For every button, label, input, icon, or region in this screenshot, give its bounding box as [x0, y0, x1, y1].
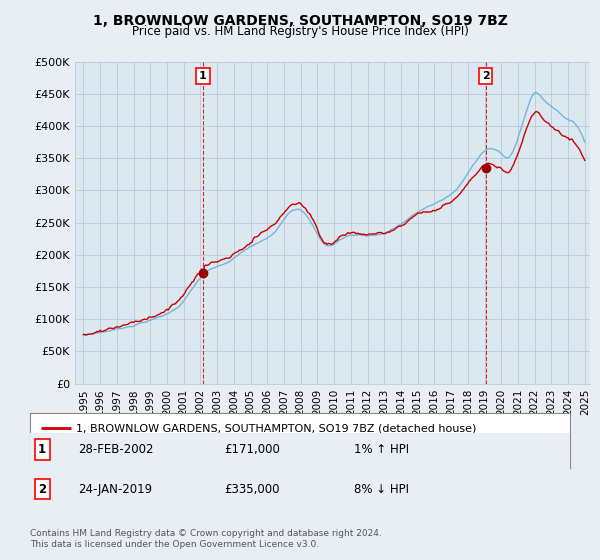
- Text: £335,000: £335,000: [224, 483, 280, 496]
- Text: 8% ↓ HPI: 8% ↓ HPI: [354, 483, 409, 496]
- Text: 28-FEB-2002: 28-FEB-2002: [79, 443, 154, 456]
- Text: 2: 2: [38, 483, 46, 496]
- Text: £171,000: £171,000: [224, 443, 280, 456]
- Text: 24-JAN-2019: 24-JAN-2019: [79, 483, 153, 496]
- Text: 1, BROWNLOW GARDENS, SOUTHAMPTON, SO19 7BZ: 1, BROWNLOW GARDENS, SOUTHAMPTON, SO19 7…: [92, 14, 508, 28]
- Text: 2: 2: [482, 71, 490, 81]
- Text: Price paid vs. HM Land Registry's House Price Index (HPI): Price paid vs. HM Land Registry's House …: [131, 25, 469, 38]
- Text: 1: 1: [199, 71, 207, 81]
- Text: 1: 1: [38, 443, 46, 456]
- Text: Contains HM Land Registry data © Crown copyright and database right 2024.
This d: Contains HM Land Registry data © Crown c…: [30, 529, 382, 549]
- Text: HPI: Average price, detached house, Southampton: HPI: Average price, detached house, Sout…: [76, 449, 358, 459]
- Text: 1, BROWNLOW GARDENS, SOUTHAMPTON, SO19 7BZ (detached house): 1, BROWNLOW GARDENS, SOUTHAMPTON, SO19 7…: [76, 423, 476, 433]
- Text: 1% ↑ HPI: 1% ↑ HPI: [354, 443, 409, 456]
